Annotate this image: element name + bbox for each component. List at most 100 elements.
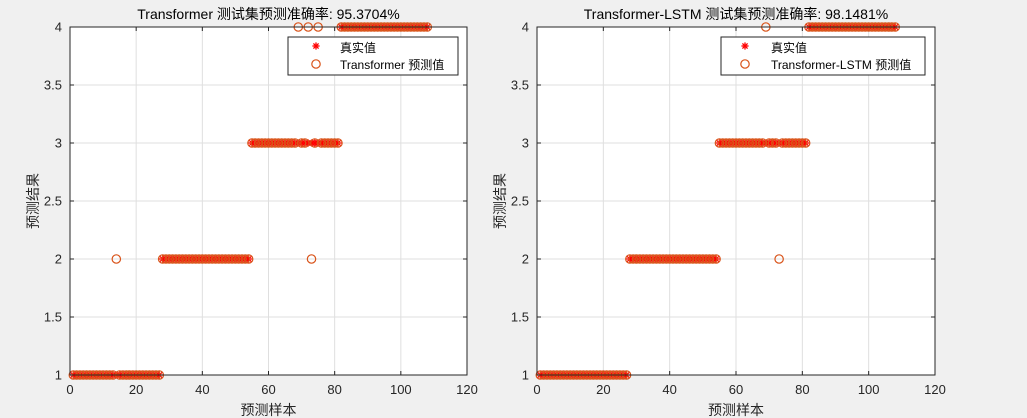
right-y-tick-label: 4 (522, 20, 529, 35)
left-x-tick-label: 0 (66, 382, 73, 397)
left-pred-point (233, 254, 244, 264)
left-legend-true-marker (312, 42, 320, 50)
right-y-tick-label: 1.5 (511, 310, 529, 325)
left-pred-point (230, 254, 241, 264)
right-x-tick-label: 40 (662, 382, 676, 397)
left-pred-point (270, 138, 280, 148)
right-pred-point (635, 254, 645, 264)
left-pred-point (187, 254, 198, 264)
right-chart: 0 20 40 60 80 100 120 1 1.5 2 2.5 3 3.5 4 Transformer… (493, 6, 946, 418)
right-x-tick-label: 60 (729, 382, 743, 397)
right-pred-point (698, 254, 708, 264)
right-pred-point (744, 138, 755, 148)
left-pred-point (329, 138, 340, 148)
right-axes-box (536, 26, 936, 376)
right-pred-point (784, 138, 794, 148)
left-pred-point (333, 138, 343, 148)
right-pred-point (714, 138, 725, 148)
right-pred-point (681, 254, 692, 264)
left-pred-point (267, 138, 277, 148)
left-axes-box (69, 26, 468, 376)
right-pred-point (668, 254, 678, 264)
left-pred-point (174, 254, 184, 264)
left-legend-pred-label: Transformer 预测值 (340, 57, 444, 72)
right-pred-point (731, 138, 741, 148)
left-pred-point (250, 138, 261, 148)
right-pred-point (664, 254, 675, 264)
left-pred-point (194, 254, 204, 264)
right-pred-point (794, 138, 804, 148)
left-pred-point (306, 254, 317, 264)
right-pred-point (625, 254, 635, 264)
left-pred-point (323, 138, 333, 148)
left-pred-point (214, 254, 224, 264)
right-pred-point (767, 138, 778, 148)
right-pred-point (684, 254, 695, 264)
left-pred-point (280, 138, 290, 148)
left-chart-title: Transformer 测试集预测准确率: 95.3704% (137, 6, 399, 22)
right-pred-point (724, 138, 735, 148)
right-legend-circle (740, 59, 750, 69)
right-legend-box (720, 36, 926, 76)
right-pred-point (658, 254, 668, 264)
left-y-tick-label: 1.5 (44, 310, 62, 325)
left-pred-point (111, 254, 122, 264)
left-x-tick-label: 20 (129, 382, 143, 397)
left-y-tick-label: 3.5 (44, 78, 62, 93)
left-pred-point (184, 254, 194, 264)
right-x-tick-label: 100 (858, 382, 880, 397)
right-y-tick-label: 3.5 (511, 78, 529, 93)
right-pred-point (737, 138, 748, 148)
left-legend-true-label: 真实值 (340, 40, 376, 55)
right-pred-point (790, 138, 801, 148)
left-pred-point (224, 254, 234, 264)
left-x-tick-label: 80 (327, 382, 341, 397)
left-legend-pred-marker (311, 59, 321, 69)
right-chart-title: Transformer-LSTM 测试集预测准确率: 98.1481% (584, 6, 888, 22)
right-pred-point (671, 254, 682, 264)
left-pred-point (310, 138, 320, 148)
right-pred-point (628, 254, 638, 264)
right-pred-point (694, 254, 705, 264)
left-pred-point (257, 138, 267, 148)
left-y-tick-label: 1 (55, 368, 62, 383)
right-pred-point (654, 254, 665, 264)
left-pred-point (180, 254, 191, 264)
right-pred-point (800, 138, 811, 148)
right-pred-point (764, 138, 774, 148)
right-pred-point (727, 138, 738, 148)
right-pred-point (707, 254, 718, 264)
right-pred-point (704, 254, 715, 264)
right-y-tick-label: 3 (522, 136, 529, 151)
left-pred-point (316, 138, 327, 148)
left-pred-point (167, 254, 178, 264)
right-x-tick-label: 20 (596, 382, 610, 397)
left-pred-point (247, 138, 257, 148)
right-pred-point (777, 138, 788, 148)
left-y-tick-label: 3 (55, 136, 62, 151)
right-pred-point (721, 138, 731, 148)
right-y-axis-label: 预测结果 (493, 173, 509, 229)
left-pred-point (207, 254, 218, 264)
left-legend-asterisk (312, 42, 320, 50)
left-pred-point (227, 254, 237, 264)
right-y-tick-label: 1 (522, 368, 529, 383)
right-pred-point (688, 254, 698, 264)
left-pred-point (204, 254, 214, 264)
right-pred-point (787, 138, 798, 148)
right-pred-point (674, 254, 685, 264)
right-pred-point (770, 138, 781, 148)
right-legend-true-label: 真实值 (771, 40, 807, 55)
left-pred-point (253, 138, 264, 148)
right-pred-point (717, 138, 728, 148)
left-pred-point (273, 138, 284, 148)
right-pred-point (757, 138, 768, 148)
left-y-tick-label: 2 (55, 252, 62, 267)
left-pred-point (190, 254, 201, 264)
left-x-axis-label: 预测样本 (241, 403, 297, 418)
left-x-tick-label: 40 (195, 382, 209, 397)
right-pred-point (701, 254, 711, 264)
right-pred-point (754, 138, 765, 148)
right-legend-asterisk (741, 42, 749, 50)
